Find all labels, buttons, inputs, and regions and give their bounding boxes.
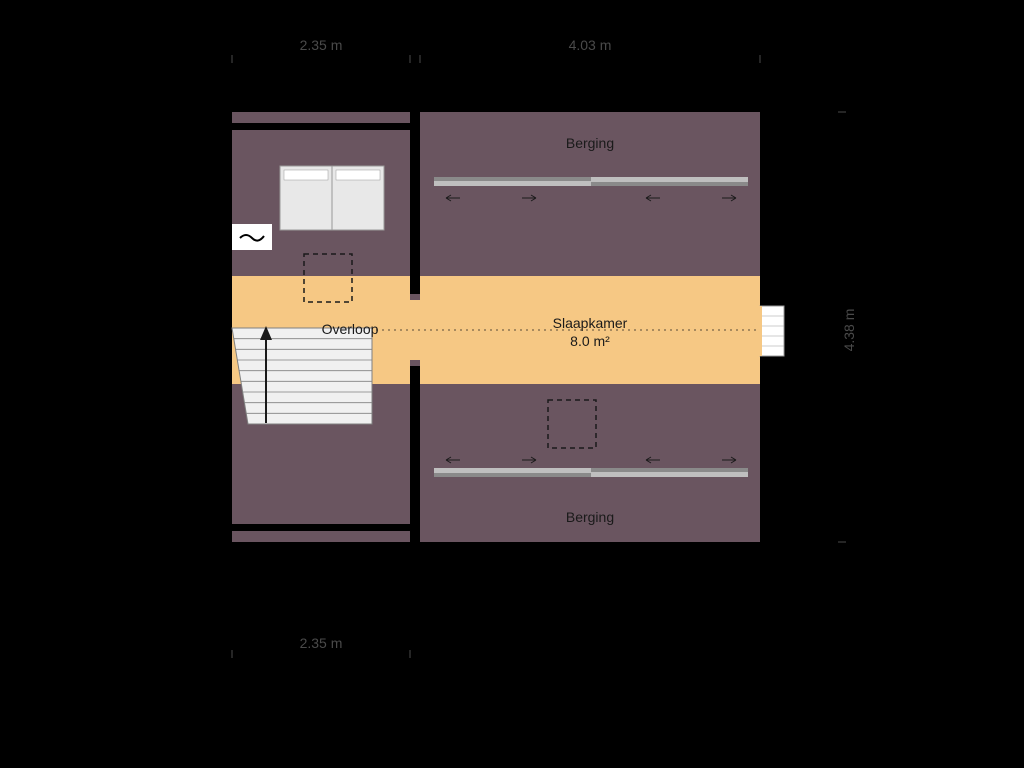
svg-text:2.35 m: 2.35 m: [300, 635, 343, 651]
sliding-track: [434, 468, 748, 477]
room-area-slaapkamer: 8.0 m²: [570, 333, 610, 349]
svg-text:4.38 m: 4.38 m: [841, 309, 857, 352]
room-label-slaapkamer: Slaapkamer: [553, 315, 628, 331]
room-label-berging-bot: Berging: [566, 509, 614, 525]
wardrobe: [280, 166, 384, 230]
stairs: [232, 328, 372, 424]
svg-text:4.03 m: 4.03 m: [569, 37, 612, 53]
sliding-track: [434, 177, 748, 186]
svg-text:2.35 m: 2.35 m: [300, 37, 343, 53]
room-label-overloop: Overloop: [322, 321, 379, 337]
window: [760, 306, 784, 356]
room-label-berging-top: Berging: [566, 135, 614, 151]
